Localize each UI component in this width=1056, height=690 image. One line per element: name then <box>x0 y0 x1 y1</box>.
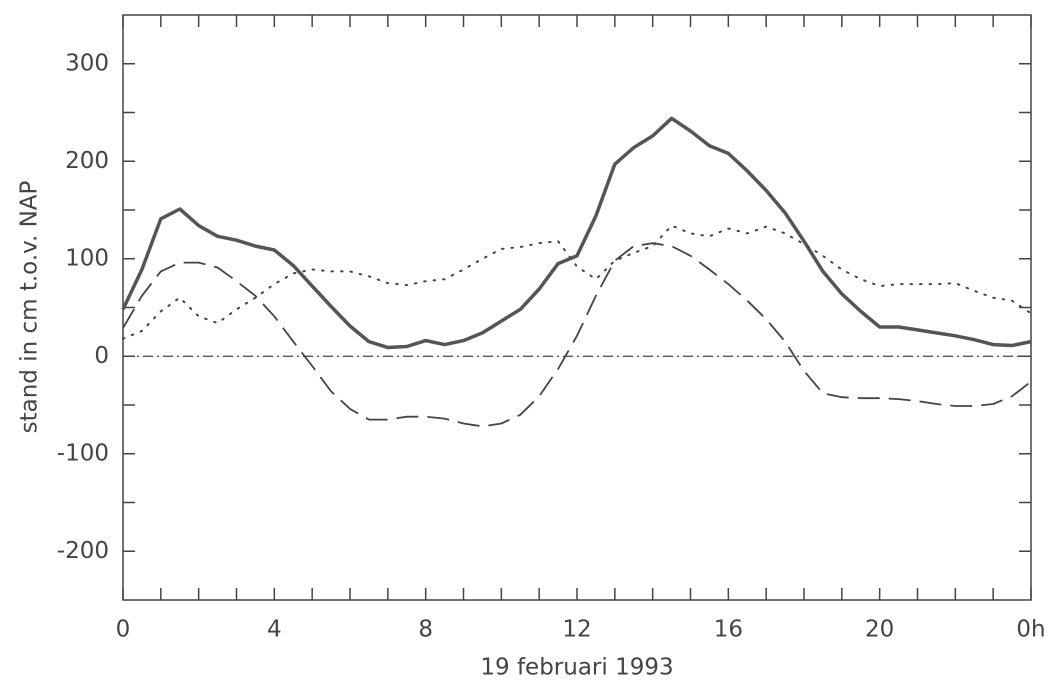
x-tick-label: 0h <box>1016 617 1045 643</box>
series-line <box>122 224 1032 340</box>
series-line <box>121 116 1032 350</box>
y-tick-label: 200 <box>65 148 109 174</box>
x-tick-label: 20 <box>865 617 894 643</box>
y-tick-label: -100 <box>57 440 109 466</box>
x-tick-label: 16 <box>714 617 743 643</box>
y-tick-label: 300 <box>65 50 109 76</box>
x-tick-label: 12 <box>562 617 591 643</box>
y-tick-label: 100 <box>65 245 109 271</box>
plot-frame <box>122 14 1032 601</box>
x-tick-label: 8 <box>418 617 433 643</box>
y-axis-label: stand in cm t.o.v. NAP <box>17 180 43 433</box>
x-axis-label: 19 februari 1993 <box>480 655 673 681</box>
x-tick-label: 4 <box>267 617 282 643</box>
series-line <box>122 242 1032 428</box>
x-tick-label: 0 <box>116 617 131 643</box>
y-tick-label: -200 <box>57 538 109 564</box>
y-tick-label: 0 <box>94 343 109 369</box>
